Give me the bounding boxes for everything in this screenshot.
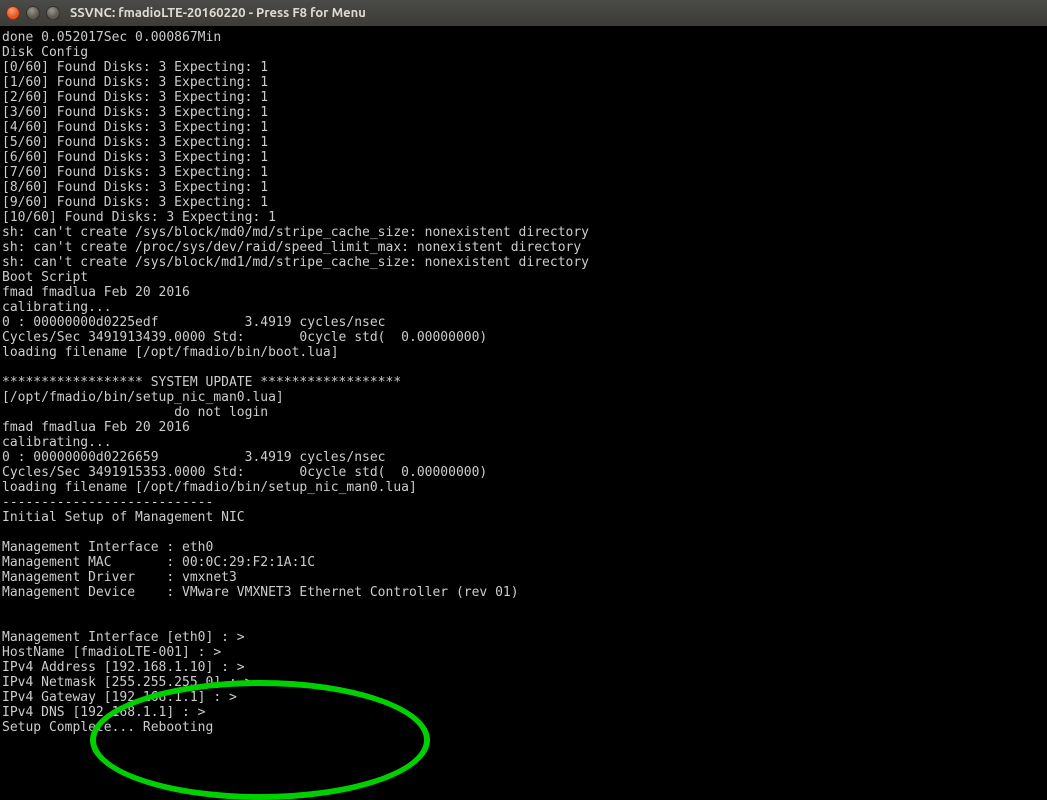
terminal-line: [0/60] Found Disks: 3 Expecting: 1 (2, 60, 1045, 75)
terminal-line: calibrating... (2, 435, 1045, 450)
terminal-line: [/opt/fmadio/bin/setup_nic_man0.lua] (2, 390, 1045, 405)
terminal-line: ****************** SYSTEM UPDATE *******… (2, 375, 1045, 390)
terminal-line: [2/60] Found Disks: 3 Expecting: 1 (2, 90, 1045, 105)
terminal-line: Cycles/Sec 3491913439.0000 Std: 0cycle s… (2, 330, 1045, 345)
terminal-line: HostName [fmadioLTE-001] : > (2, 645, 1045, 660)
terminal-line: sh: can't create /sys/block/md1/md/strip… (2, 255, 1045, 270)
terminal-line (2, 525, 1045, 540)
terminal-line: IPv4 Gateway [192.168.1.1] : > (2, 690, 1045, 705)
terminal-line: [7/60] Found Disks: 3 Expecting: 1 (2, 165, 1045, 180)
terminal-line: Management MAC : 00:0C:29:F2:1A:1C (2, 555, 1045, 570)
close-icon[interactable] (6, 6, 20, 20)
window-titlebar: SSVNC: fmadioLTE-20160220 - Press F8 for… (0, 0, 1047, 26)
terminal-line: [5/60] Found Disks: 3 Expecting: 1 (2, 135, 1045, 150)
maximize-icon[interactable] (46, 6, 60, 20)
terminal-output[interactable]: done 0.052017Sec 0.000867MinDisk Config[… (0, 26, 1047, 800)
terminal-line: do not login (2, 405, 1045, 420)
terminal-line: Management Interface [eth0] : > (2, 630, 1045, 645)
terminal-line: 0 : 00000000d0225edf 3.4919 cycles/nsec (2, 315, 1045, 330)
terminal-line: [6/60] Found Disks: 3 Expecting: 1 (2, 150, 1045, 165)
terminal-line (2, 600, 1045, 615)
terminal-line: [1/60] Found Disks: 3 Expecting: 1 (2, 75, 1045, 90)
terminal-line: [3/60] Found Disks: 3 Expecting: 1 (2, 105, 1045, 120)
terminal-line: done 0.052017Sec 0.000867Min (2, 30, 1045, 45)
terminal-line: Boot Script (2, 270, 1045, 285)
terminal-line (2, 360, 1045, 375)
terminal-line: IPv4 DNS [192.168.1.1] : > (2, 705, 1045, 720)
terminal-line: [4/60] Found Disks: 3 Expecting: 1 (2, 120, 1045, 135)
terminal-line: 0 : 00000000d0226659 3.4919 cycles/nsec (2, 450, 1045, 465)
terminal-line (2, 615, 1045, 630)
terminal-line: loading filename [/opt/fmadio/bin/boot.l… (2, 345, 1045, 360)
terminal-line: Management Device : VMware VMXNET3 Ether… (2, 585, 1045, 600)
terminal-line: Setup Complete... Rebooting (2, 720, 1045, 735)
terminal-line: Initial Setup of Management NIC (2, 510, 1045, 525)
minimize-icon[interactable] (26, 6, 40, 20)
terminal-line: Cycles/Sec 3491915353.0000 Std: 0cycle s… (2, 465, 1045, 480)
terminal-line: Management Interface : eth0 (2, 540, 1045, 555)
terminal-line: [8/60] Found Disks: 3 Expecting: 1 (2, 180, 1045, 195)
terminal-line: calibrating... (2, 300, 1045, 315)
terminal-line: IPv4 Address [192.168.1.10] : > (2, 660, 1045, 675)
window-controls (6, 6, 60, 20)
terminal-line: loading filename [/opt/fmadio/bin/setup_… (2, 480, 1045, 495)
terminal-line: [9/60] Found Disks: 3 Expecting: 1 (2, 195, 1045, 210)
window-title: SSVNC: fmadioLTE-20160220 - Press F8 for… (70, 6, 1041, 20)
terminal-line: sh: can't create /proc/sys/dev/raid/spee… (2, 240, 1045, 255)
terminal-line: fmad fmadlua Feb 20 2016 (2, 420, 1045, 435)
terminal-line: Management Driver : vmxnet3 (2, 570, 1045, 585)
terminal-line: sh: can't create /sys/block/md0/md/strip… (2, 225, 1045, 240)
terminal-line: IPv4 Netmask [255.255.255.0] : > (2, 675, 1045, 690)
terminal-line: fmad fmadlua Feb 20 2016 (2, 285, 1045, 300)
terminal-line: --------------------------- (2, 495, 1045, 510)
terminal-line: [10/60] Found Disks: 3 Expecting: 1 (2, 210, 1045, 225)
terminal-line: Disk Config (2, 45, 1045, 60)
